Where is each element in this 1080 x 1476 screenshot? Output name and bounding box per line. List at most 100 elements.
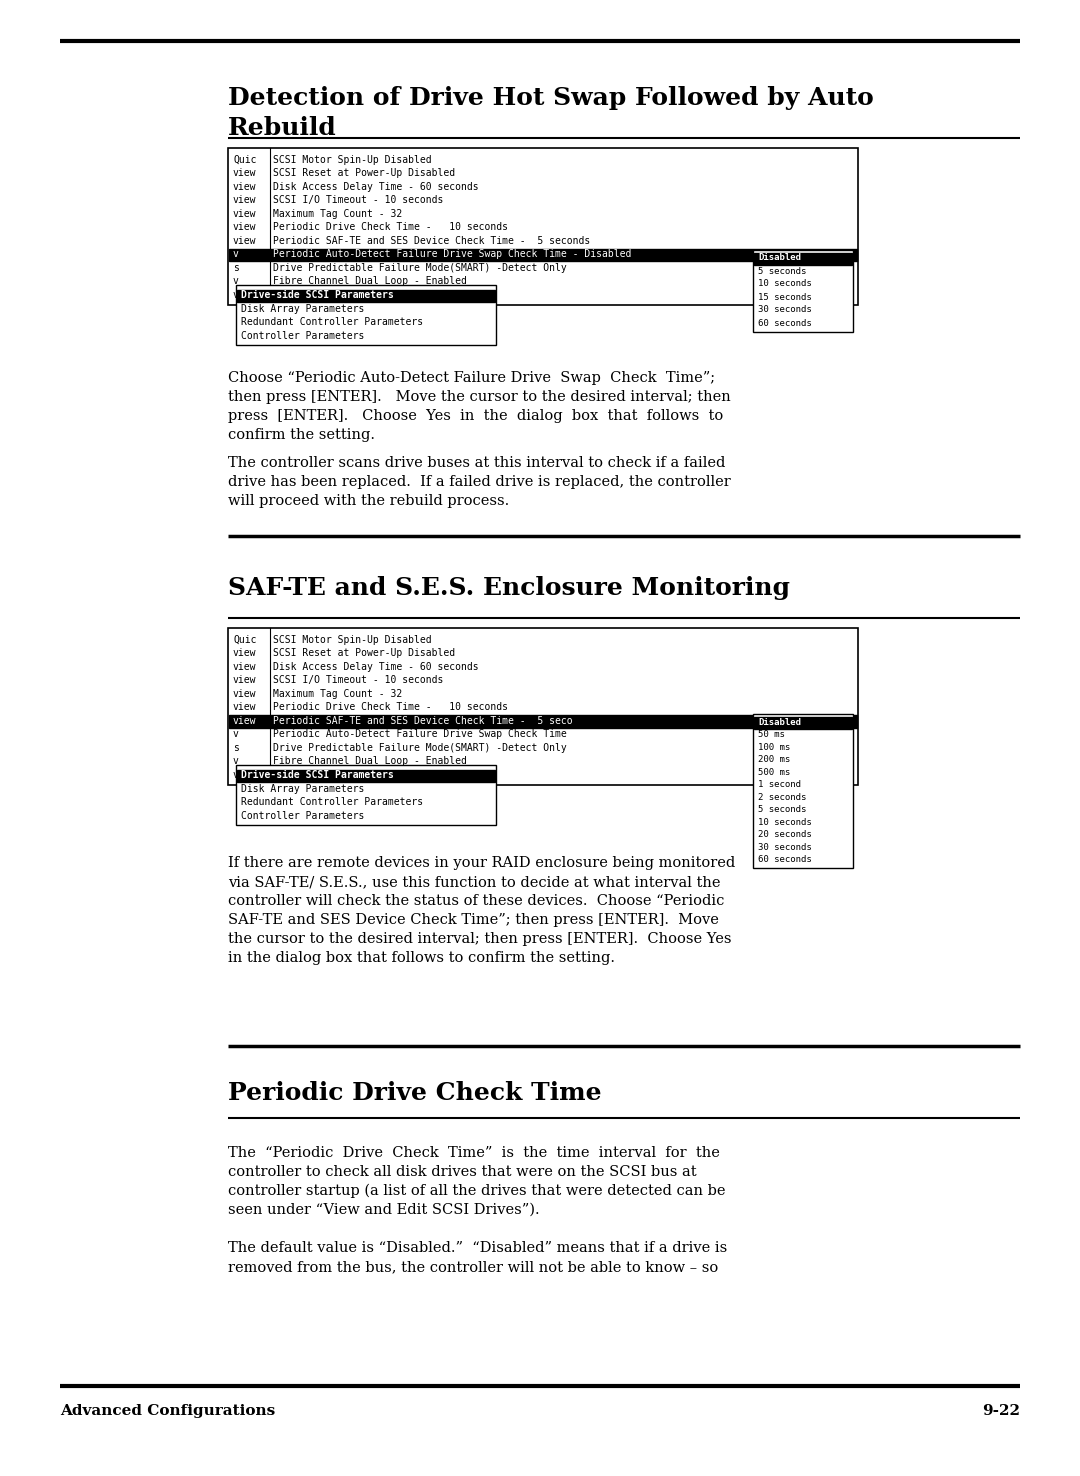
Text: Advanced Configurations: Advanced Configurations xyxy=(60,1404,275,1418)
Text: SCSI Reset at Power-Up Disabled: SCSI Reset at Power-Up Disabled xyxy=(273,648,455,658)
Text: in the dialog box that follows to confirm the setting.: in the dialog box that follows to confir… xyxy=(228,951,615,965)
Text: Maximum Tag Count - 32: Maximum Tag Count - 32 xyxy=(273,689,402,698)
Text: 30 seconds: 30 seconds xyxy=(758,843,812,852)
Text: SAF-TE and SES Device Check Time”; then press [ENTER].  Move: SAF-TE and SES Device Check Time”; then … xyxy=(228,914,719,927)
Text: v: v xyxy=(233,289,239,300)
Text: Drive-side SCSI Parameters: Drive-side SCSI Parameters xyxy=(241,291,394,300)
Text: Periodic Drive Check Time -   10 seconds: Periodic Drive Check Time - 10 seconds xyxy=(273,223,508,232)
Text: H: H xyxy=(273,289,279,300)
Text: 9-22: 9-22 xyxy=(982,1404,1020,1418)
Text: view: view xyxy=(233,689,257,698)
Text: s: s xyxy=(233,263,239,273)
Text: The default value is “Disabled.”  “Disabled” means that if a drive is: The default value is “Disabled.” “Disabl… xyxy=(228,1241,727,1255)
Text: view: view xyxy=(233,716,257,726)
Text: 30 seconds: 30 seconds xyxy=(758,306,812,314)
Text: controller to check all disk drives that were on the SCSI bus at: controller to check all disk drives that… xyxy=(228,1165,697,1179)
Text: press  [ENTER].   Choose  Yes  in  the  dialog  box  that  follows  to: press [ENTER]. Choose Yes in the dialog … xyxy=(228,409,724,424)
Text: SCSI I/O Timeout - 10 seconds: SCSI I/O Timeout - 10 seconds xyxy=(273,675,444,685)
Bar xyxy=(229,714,858,728)
Text: Maximum Tag Count - 32: Maximum Tag Count - 32 xyxy=(273,208,402,218)
Text: s: s xyxy=(233,742,239,753)
Text: Drive Predictable Failure Mode(SMART) -Detect Only: Drive Predictable Failure Mode(SMART) -D… xyxy=(273,263,567,273)
Text: Periodic Drive Check Time: Periodic Drive Check Time xyxy=(228,1080,602,1106)
Text: The controller scans drive buses at this interval to check if a failed: The controller scans drive buses at this… xyxy=(228,456,726,469)
Text: Redundant Controller Parameters: Redundant Controller Parameters xyxy=(241,797,423,807)
Text: Drive-side SCSI Parameters: Drive-side SCSI Parameters xyxy=(241,770,394,781)
Text: view: view xyxy=(233,236,257,245)
Text: confirm the setting.: confirm the setting. xyxy=(228,428,375,441)
Text: will proceed with the rebuild process.: will proceed with the rebuild process. xyxy=(228,494,510,508)
Text: then press [ENTER].   Move the cursor to the desired interval; then: then press [ENTER]. Move the cursor to t… xyxy=(228,390,731,404)
Text: view: view xyxy=(233,675,257,685)
Text: 20 seconds: 20 seconds xyxy=(758,830,812,840)
Text: Disk Array Parameters: Disk Array Parameters xyxy=(241,304,364,314)
Text: v: v xyxy=(233,756,239,766)
Text: 15 seconds: 15 seconds xyxy=(758,292,812,301)
Text: SCSI Reset at Power-Up Disabled: SCSI Reset at Power-Up Disabled xyxy=(273,168,455,179)
Bar xyxy=(237,765,496,825)
Text: 200 ms: 200 ms xyxy=(758,756,791,765)
Text: SCSI Motor Spin-Up Disabled: SCSI Motor Spin-Up Disabled xyxy=(273,635,432,645)
Text: Choose “Periodic Auto-Detect Failure Drive  Swap  Check  Time”;: Choose “Periodic Auto-Detect Failure Dri… xyxy=(228,370,715,385)
Bar xyxy=(754,717,852,729)
Text: view: view xyxy=(233,182,257,192)
Text: Periodic SAF-TE and SES Device Check Time -  5 seconds: Periodic SAF-TE and SES Device Check Tim… xyxy=(273,236,591,245)
Bar xyxy=(237,289,495,303)
Text: Controller Parameters: Controller Parameters xyxy=(241,810,364,821)
Text: H: H xyxy=(273,770,279,779)
Text: Rebuild: Rebuild xyxy=(228,117,337,140)
Text: Fibre Channel Dual Loop - Enabled: Fibre Channel Dual Loop - Enabled xyxy=(273,756,467,766)
Text: v: v xyxy=(233,770,239,779)
Text: 50 ms: 50 ms xyxy=(758,731,785,739)
Text: Disk Array Parameters: Disk Array Parameters xyxy=(241,784,364,794)
Text: view: view xyxy=(233,168,257,179)
Bar xyxy=(753,249,853,332)
Text: Detection of Drive Hot Swap Followed by Auto: Detection of Drive Hot Swap Followed by … xyxy=(228,86,874,111)
Text: Redundant Controller Parameters: Redundant Controller Parameters xyxy=(241,317,423,328)
Text: view: view xyxy=(233,648,257,658)
Bar xyxy=(229,248,858,261)
Text: view: view xyxy=(233,208,257,218)
Text: Quic: Quic xyxy=(233,155,257,165)
Text: view: view xyxy=(233,195,257,205)
Bar xyxy=(753,714,853,868)
Bar xyxy=(228,627,858,785)
Text: controller startup (a list of all the drives that were detected can be: controller startup (a list of all the dr… xyxy=(228,1184,726,1199)
Text: seen under “View and Edit SCSI Drives”).: seen under “View and Edit SCSI Drives”). xyxy=(228,1203,540,1218)
Text: v: v xyxy=(233,276,239,286)
Text: 60 seconds: 60 seconds xyxy=(758,319,812,328)
Text: SAF-TE and S.E.S. Enclosure Monitoring: SAF-TE and S.E.S. Enclosure Monitoring xyxy=(228,576,789,601)
Text: 1 second: 1 second xyxy=(758,781,801,790)
Bar xyxy=(228,148,858,304)
Text: 5 seconds: 5 seconds xyxy=(758,806,807,815)
Text: Disabled: Disabled xyxy=(758,254,801,263)
Text: view: view xyxy=(233,223,257,232)
Text: Periodic Auto-Detect Failure Drive Swap Check Time - Disabled: Periodic Auto-Detect Failure Drive Swap … xyxy=(273,249,632,260)
Text: 500 ms: 500 ms xyxy=(758,768,791,776)
Text: 2 seconds: 2 seconds xyxy=(758,793,807,801)
Text: 10 seconds: 10 seconds xyxy=(758,279,812,288)
Bar xyxy=(754,252,852,264)
Text: controller will check the status of these devices.  Choose “Periodic: controller will check the status of thes… xyxy=(228,894,725,908)
Bar xyxy=(237,285,496,344)
Text: view: view xyxy=(233,661,257,672)
Text: The  “Periodic  Drive  Check  Time”  is  the  time  interval  for  the: The “Periodic Drive Check Time” is the t… xyxy=(228,1145,720,1160)
Text: Periodic Auto-Detect Failure Drive Swap Check Time: Periodic Auto-Detect Failure Drive Swap … xyxy=(273,729,567,739)
Text: Quic: Quic xyxy=(233,635,257,645)
Text: Periodic Drive Check Time -   10 seconds: Periodic Drive Check Time - 10 seconds xyxy=(273,703,508,713)
Text: drive has been replaced.  If a failed drive is replaced, the controller: drive has been replaced. If a failed dri… xyxy=(228,475,731,489)
Text: If there are remote devices in your RAID enclosure being monitored: If there are remote devices in your RAID… xyxy=(228,856,735,869)
Text: Disabled: Disabled xyxy=(758,717,801,726)
Text: v: v xyxy=(233,729,239,739)
Text: the cursor to the desired interval; then press [ENTER].  Choose Yes: the cursor to the desired interval; then… xyxy=(228,931,731,946)
Text: Controller Parameters: Controller Parameters xyxy=(241,331,364,341)
Text: 10 seconds: 10 seconds xyxy=(758,818,812,827)
Text: Periodic SAF-TE and SES Device Check Time -  5 seco: Periodic SAF-TE and SES Device Check Tim… xyxy=(273,716,572,726)
Bar xyxy=(237,769,495,782)
Text: SCSI I/O Timeout - 10 seconds: SCSI I/O Timeout - 10 seconds xyxy=(273,195,444,205)
Text: 60 seconds: 60 seconds xyxy=(758,855,812,865)
Text: removed from the bus, the controller will not be able to know – so: removed from the bus, the controller wil… xyxy=(228,1261,718,1274)
Text: 100 ms: 100 ms xyxy=(758,742,791,751)
Text: via SAF-TE/ S.E.S., use this function to decide at what interval the: via SAF-TE/ S.E.S., use this function to… xyxy=(228,875,720,889)
Text: view: view xyxy=(233,703,257,713)
